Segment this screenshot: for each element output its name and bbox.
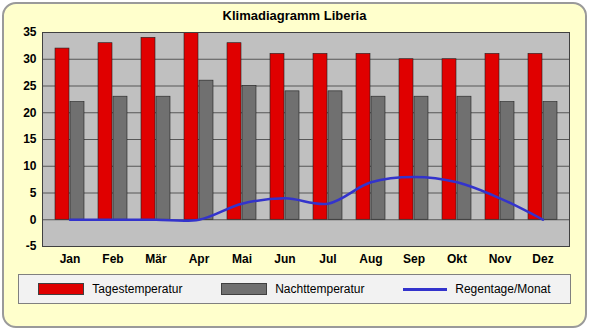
svg-text:Dez: Dez	[532, 252, 553, 266]
svg-text:Feb: Feb	[102, 252, 123, 266]
svg-text:Mär: Mär	[145, 252, 167, 266]
svg-text:Jan: Jan	[60, 252, 81, 266]
svg-text:15: 15	[23, 132, 37, 146]
svg-text:Apr: Apr	[189, 252, 210, 266]
svg-text:10: 10	[23, 159, 37, 173]
svg-text:35: 35	[23, 26, 37, 39]
svg-text:5: 5	[30, 186, 37, 200]
svg-text:-5: -5	[26, 239, 37, 253]
html-text:Tagestemperatur: Tagestemperatur	[92, 282, 183, 296]
svg-text:Mai: Mai	[232, 252, 252, 266]
svg-text:Jun: Jun	[274, 252, 295, 266]
svg-text:Sep: Sep	[403, 252, 425, 266]
svg-text:Aug: Aug	[359, 252, 382, 266]
svg-text:30: 30	[23, 52, 37, 66]
svg-text:Nov: Nov	[489, 252, 512, 266]
svg-text:Okt: Okt	[447, 252, 467, 266]
svg-text:0: 0	[30, 213, 37, 227]
html-text:Klimadiagramm Liberia: Klimadiagramm Liberia	[222, 8, 367, 23]
html-text:Nachttemperatur: Nachttemperatur	[275, 282, 365, 296]
svg-text:25: 25	[23, 79, 37, 93]
html-text:Regentage/Monat: Regentage/Monat	[455, 282, 551, 296]
svg-text:Jul: Jul	[319, 252, 336, 266]
svg-text:20: 20	[23, 106, 37, 120]
